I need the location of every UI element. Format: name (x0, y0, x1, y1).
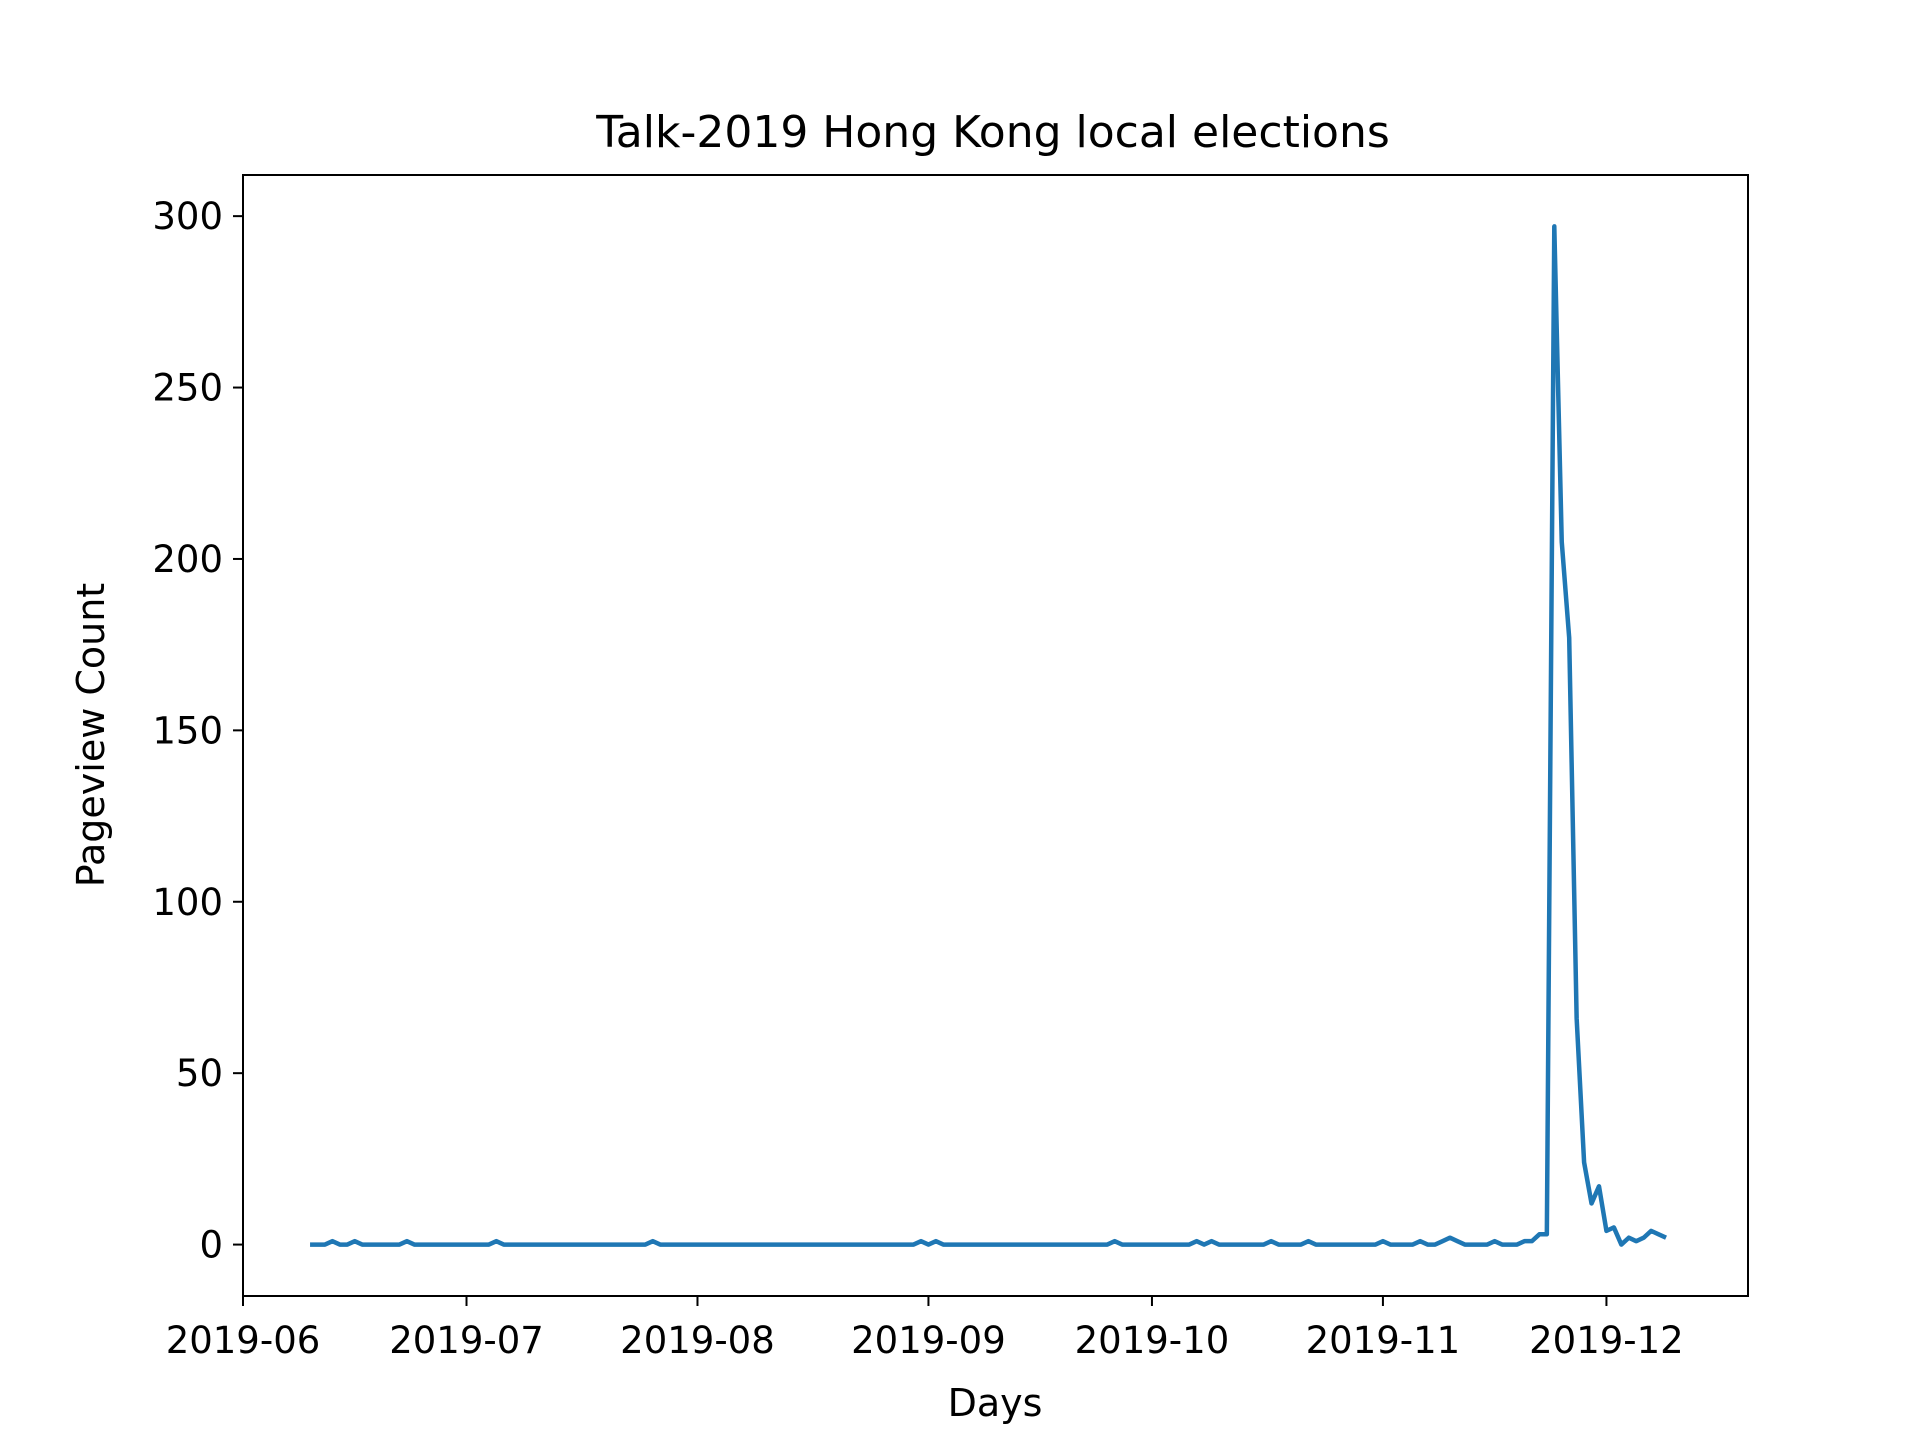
x-tick-label: 2019-12 (1529, 1319, 1684, 1362)
chart-title: Talk-2019 Hong Kong local elections (595, 107, 1390, 158)
x-axis-ticks: 2019-06 2019-07 2019-08 2019-09 2019-10 2019-… (166, 1296, 1684, 1362)
y-tick-label: 100 (152, 881, 223, 924)
y-tick-label: 200 (152, 538, 223, 581)
x-tick-label: 2019-10 (1075, 1319, 1230, 1362)
x-tick-label: 2019-08 (620, 1319, 775, 1362)
x-tick-label: 2019-09 (851, 1319, 1006, 1362)
x-tick-label: 2019-07 (389, 1319, 544, 1362)
y-tick-label: 250 (152, 367, 223, 410)
y-tick-label: 300 (152, 195, 223, 238)
y-tick-label: 150 (152, 709, 223, 752)
y-tick-label: 0 (199, 1224, 223, 1267)
y-axis-ticks: 0 50 100 150 200 250 300 (152, 195, 243, 1267)
plot-area-frame (242, 174, 1749, 1297)
series-line (310, 224, 1667, 1247)
x-tick-label: 2019-06 (166, 1319, 321, 1362)
y-axis-label: Pageview Count (69, 583, 113, 887)
y-tick-label: 50 (176, 1052, 223, 1095)
x-axis-label: Days (948, 1381, 1043, 1425)
x-tick-label: 2019-11 (1306, 1319, 1461, 1362)
